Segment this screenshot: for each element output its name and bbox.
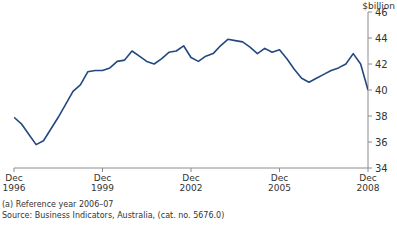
y-tick-label: 42: [375, 59, 388, 70]
x-tick: [102, 168, 103, 172]
y-tick: [368, 142, 372, 143]
y-tick: [368, 168, 372, 169]
x-tick-label: Dec2008: [357, 173, 380, 193]
y-tick-label: 38: [375, 111, 388, 122]
y-tick: [368, 64, 372, 65]
x-tick: [368, 168, 369, 172]
x-tick: [191, 168, 192, 172]
footnote: Source: Business Indicators, Australia, …: [2, 211, 224, 220]
y-tick: [368, 90, 372, 91]
footnote: (a) Reference year 2006–07: [2, 200, 113, 209]
x-tick: [279, 168, 280, 172]
y-tick-label: 36: [375, 137, 388, 148]
y-tick: [368, 116, 372, 117]
y-tick: [368, 38, 372, 39]
x-tick-label: Dec2005: [268, 173, 291, 193]
y-tick: [368, 12, 372, 13]
chart: 34363840424446$billionDec1996Dec1999Dec2…: [0, 0, 397, 227]
y-tick-label: 44: [375, 33, 388, 44]
data-line: [14, 39, 368, 144]
x-tick: [14, 168, 15, 172]
x-tick-label: Dec1996: [3, 173, 26, 193]
x-tick-label: Dec2002: [180, 173, 203, 193]
plot-area: [14, 39, 368, 144]
x-tick-label: Dec1999: [91, 173, 114, 193]
y-tick-label: 40: [375, 85, 388, 96]
y-tick-label: 34: [375, 163, 388, 174]
y-axis-label: $billion: [362, 1, 395, 11]
